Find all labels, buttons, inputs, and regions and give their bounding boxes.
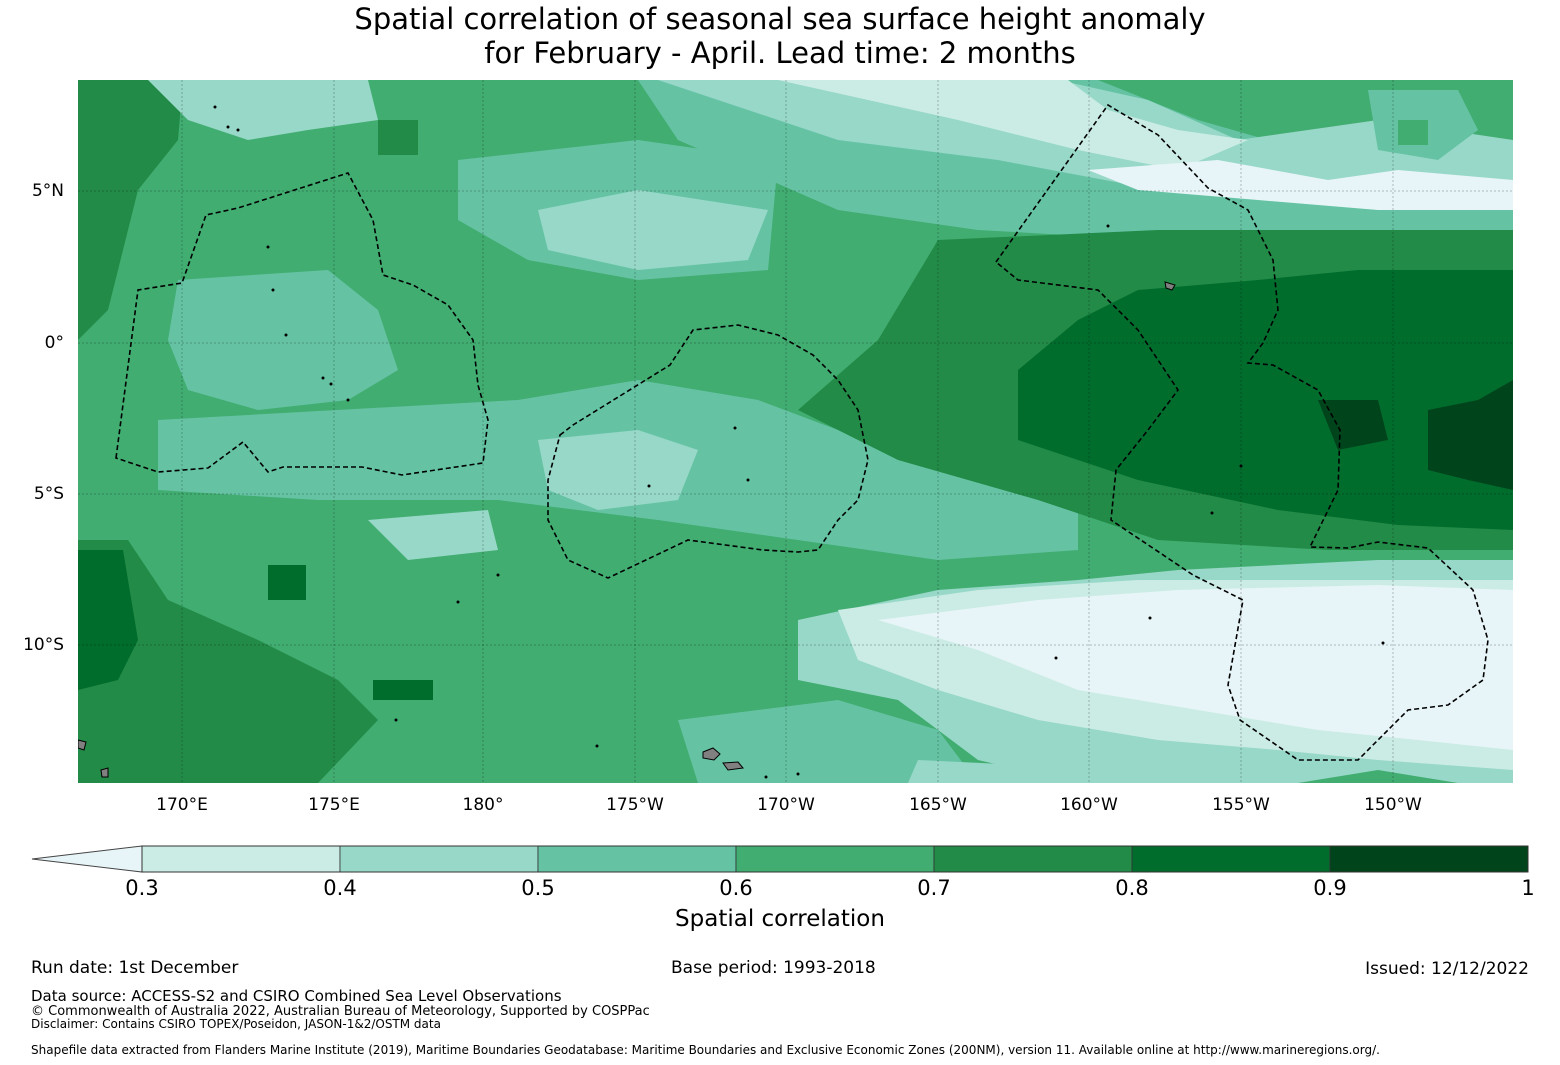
samoa-island-2 xyxy=(722,761,744,771)
small-dark-spot-3 xyxy=(378,120,418,155)
colorbar-segments xyxy=(141,845,1529,873)
issued-date: Issued: 12/12/2022 xyxy=(1365,959,1529,979)
colorbar-tick-0.4: 0.4 xyxy=(323,876,357,900)
graticule xyxy=(78,80,1513,783)
colorbar-segment xyxy=(735,845,935,873)
disclaimer: Disclaimer: Contains CSIRO TOPEX/Poseido… xyxy=(31,1017,441,1031)
colorbar-outline xyxy=(141,845,1529,873)
south-lightest-band xyxy=(878,585,1513,750)
colorbar-tick-0.8: 0.8 xyxy=(1115,876,1149,900)
eez-boundary-kiribati-gilberts xyxy=(115,172,489,476)
lon-label-150w: 150°W xyxy=(1364,795,1422,815)
lon-label-175w: 175°W xyxy=(606,795,664,815)
colorbar-tick-0.6: 0.6 xyxy=(719,876,753,900)
colorbar-segment xyxy=(933,845,1133,873)
eez-boundary-line-islands xyxy=(994,103,1489,761)
southwest-dark-patch xyxy=(78,540,378,783)
map-panel xyxy=(78,80,1513,783)
colorbar-tick-0.7: 0.7 xyxy=(917,876,951,900)
colorbar-tick-0.3: 0.3 xyxy=(125,876,159,900)
lat-label-10s: 10°S xyxy=(23,635,64,655)
small-dark-spot-2 xyxy=(373,680,433,700)
small-atolls xyxy=(213,105,1385,779)
lat-label-0: 0° xyxy=(44,333,64,353)
map-title: Spatial correlation of seasonal sea surf… xyxy=(0,2,1560,70)
lon-label-160w: 160°W xyxy=(1060,795,1118,815)
east-darkest-spot-2 xyxy=(1428,380,1513,490)
data-source: Data source: ACCESS-S2 and CSIRO Combine… xyxy=(31,987,562,1005)
colorbar-segment xyxy=(1131,845,1331,873)
title-line-1: Spatial correlation of seasonal sea surf… xyxy=(354,2,1206,36)
copyright: © Commonwealth of Australia 2022, Austra… xyxy=(31,1004,650,1019)
south-medium-patch xyxy=(678,700,978,783)
title-line-2: for February - April. Lead time: 2 month… xyxy=(484,36,1076,70)
southwest-darker-patch xyxy=(78,550,138,690)
colorbar-segment xyxy=(339,845,539,873)
central-light-patch xyxy=(538,430,698,510)
east-darkest-spot-1 xyxy=(1318,400,1388,450)
island-southwest-corner xyxy=(100,767,109,778)
lon-label-170w: 170°W xyxy=(757,795,815,815)
islands xyxy=(78,281,1176,778)
island-west-edge xyxy=(78,739,87,751)
small-dark-spot-1 xyxy=(268,565,306,600)
central-light-patch-2 xyxy=(368,510,498,560)
colorbar-extend-arrow xyxy=(31,845,143,873)
eez-boundary-tokelau xyxy=(547,324,869,579)
eez-boundaries xyxy=(115,103,1489,761)
colorbar-label: Spatial correlation xyxy=(675,906,885,932)
north-light-patch xyxy=(148,80,378,140)
lon-label-175e: 175°E xyxy=(308,795,360,815)
lon-label-165w: 165°W xyxy=(909,795,967,815)
island-central-east xyxy=(1164,281,1176,291)
colorbar-tick-0.9: 0.9 xyxy=(1313,876,1347,900)
base-period: Base period: 1993-2018 xyxy=(671,958,876,978)
central-north-light xyxy=(538,190,768,270)
west-medium-patch xyxy=(168,270,398,410)
lat-label-5s: 5°S xyxy=(33,484,64,504)
lon-label-180: 180° xyxy=(462,795,504,815)
north-band-lighter xyxy=(778,80,1248,170)
colorbar-segment xyxy=(141,845,341,873)
colorbar-segment xyxy=(1329,845,1529,873)
shapefile-credit: Shapefile data extracted from Flanders M… xyxy=(31,1043,1380,1057)
colorbar-segment xyxy=(537,845,737,873)
run-date: Run date: 1st December xyxy=(31,958,239,978)
samoa-island-1 xyxy=(702,747,721,761)
northeast-spot xyxy=(1398,120,1428,145)
lon-label-170e: 170°E xyxy=(156,795,208,815)
lat-label-5n: 5°N xyxy=(31,181,64,201)
lon-label-155w: 155°W xyxy=(1212,795,1270,815)
south-light-strip xyxy=(908,760,1128,783)
colorbar xyxy=(31,845,1529,873)
west-dark-patch xyxy=(78,80,183,340)
colorbar-tick-0.5: 0.5 xyxy=(521,876,555,900)
correlation-map xyxy=(78,80,1513,783)
colorbar-tick-1: 1 xyxy=(1521,876,1535,900)
north-band-lightest xyxy=(1088,160,1513,210)
